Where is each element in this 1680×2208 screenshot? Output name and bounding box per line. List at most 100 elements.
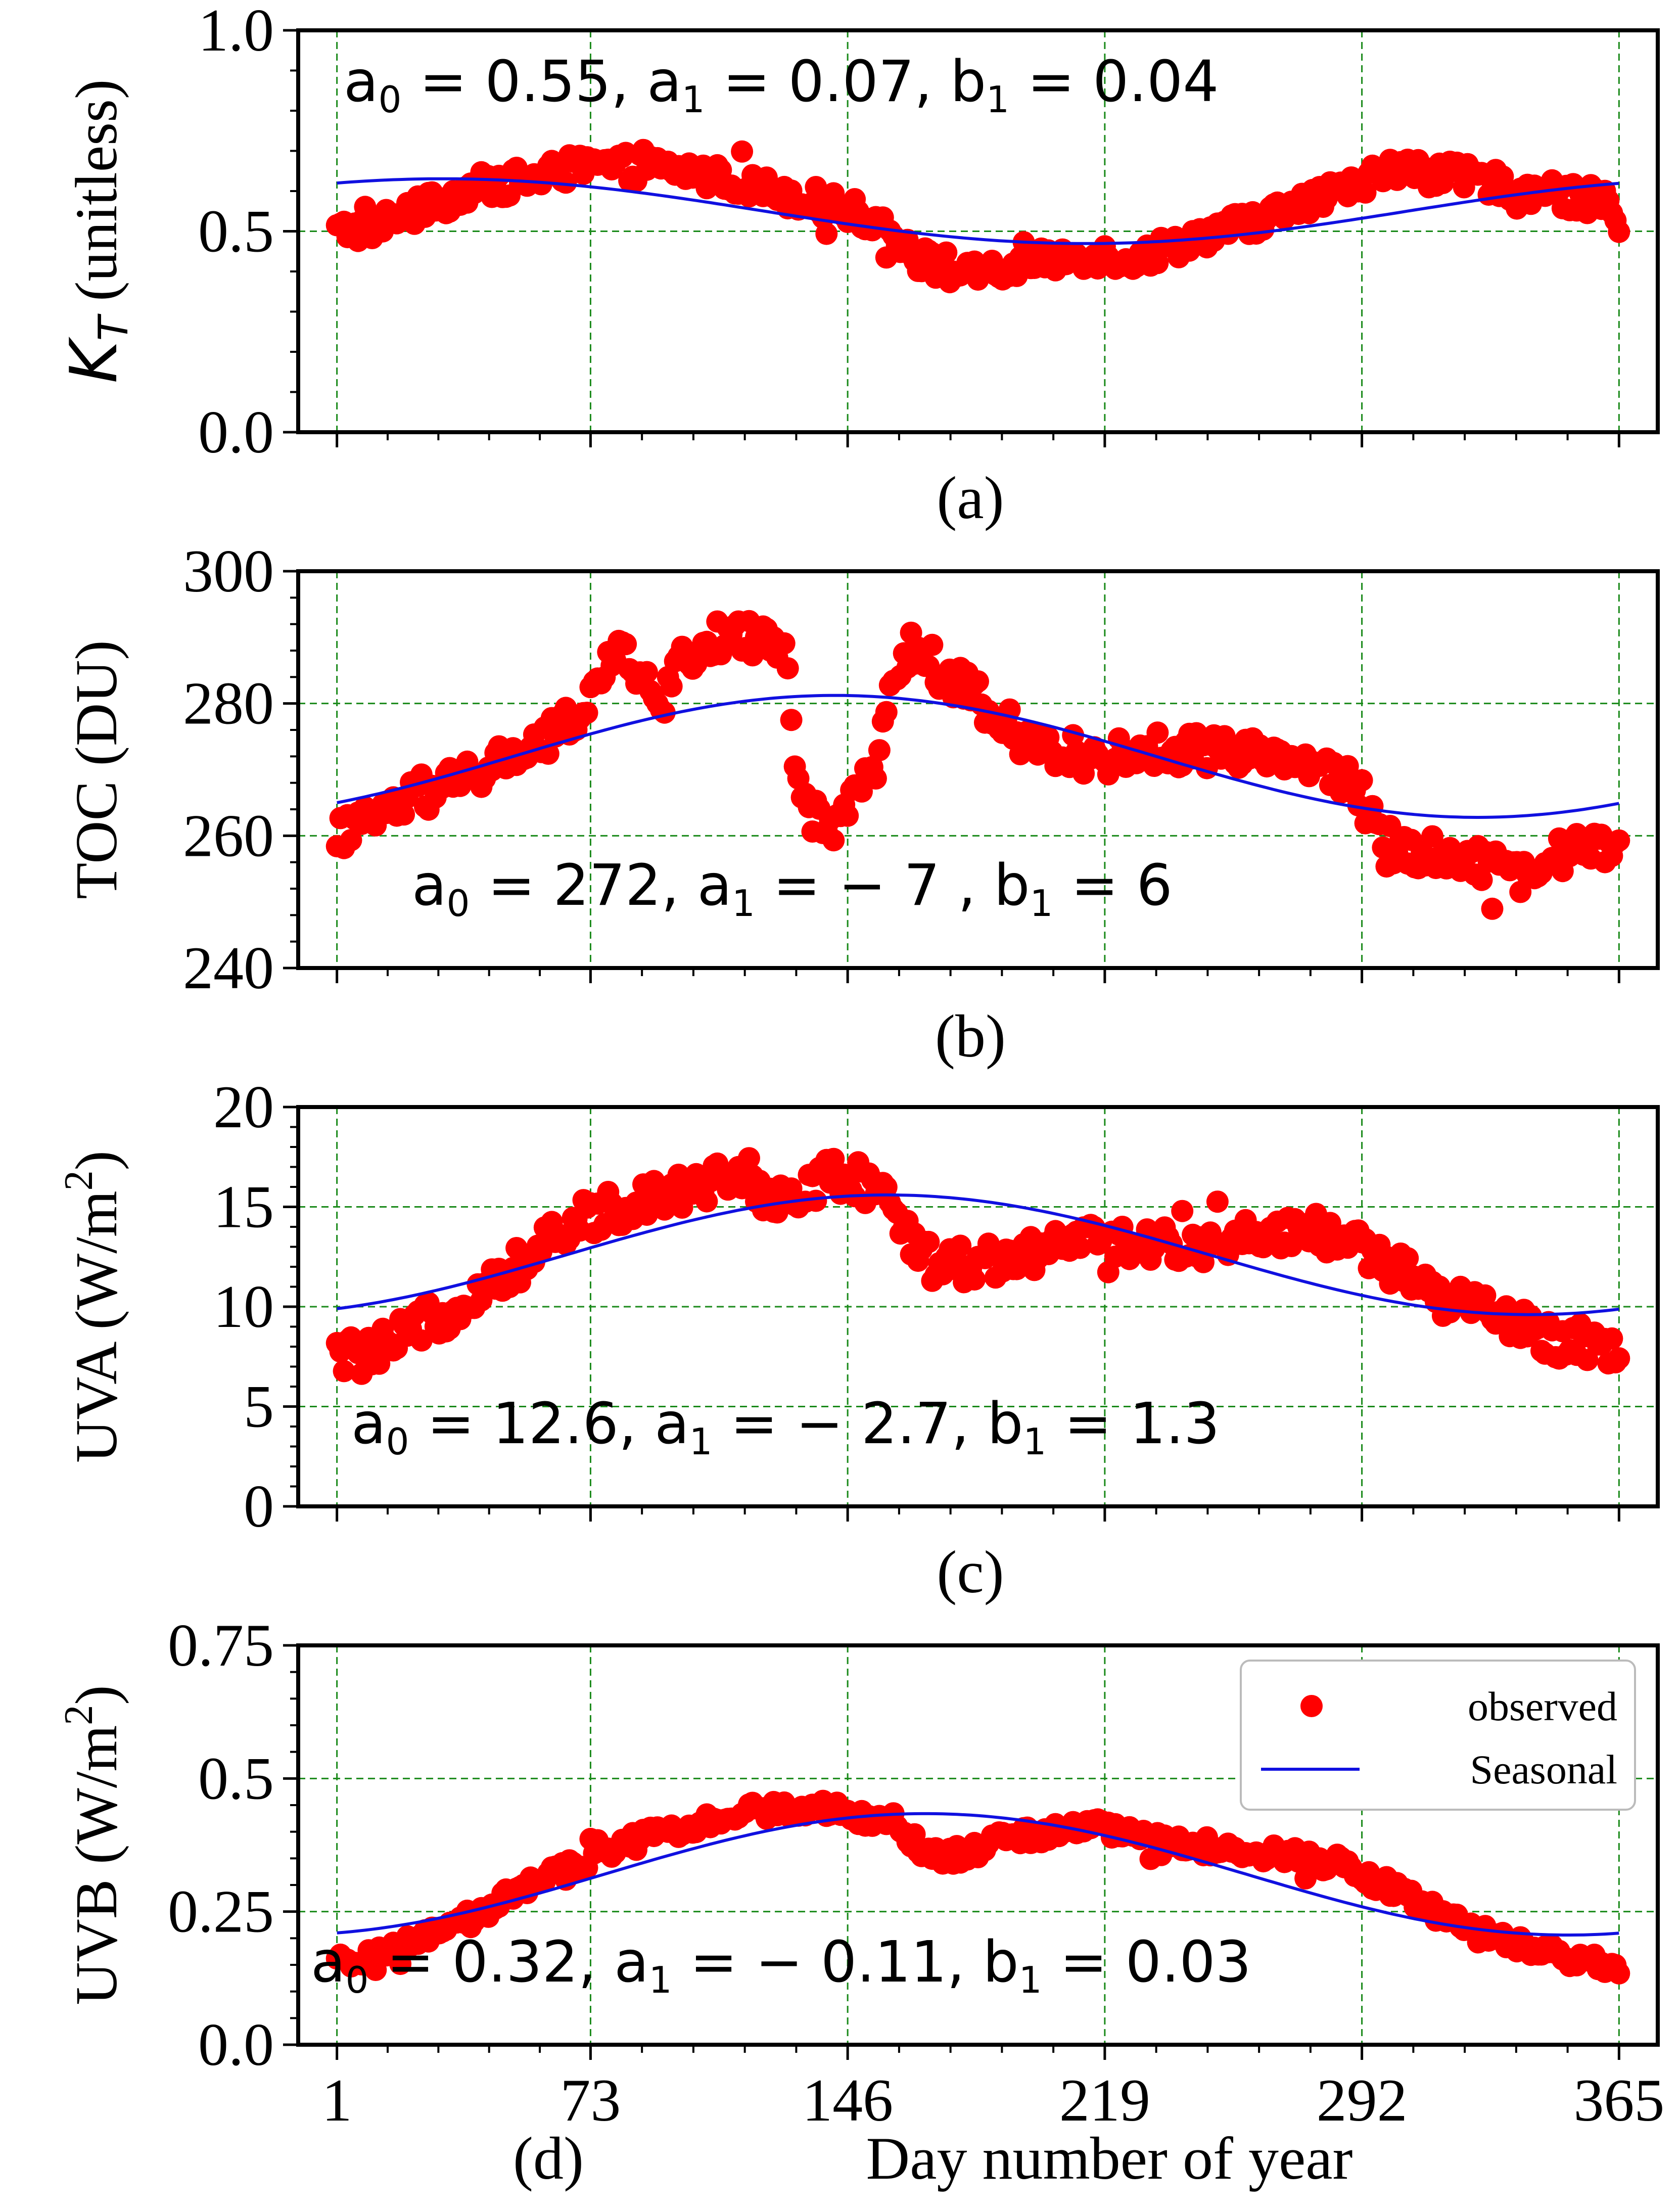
observed-point (1428, 1275, 1451, 1298)
observed-point (389, 1953, 412, 1975)
observed-point (836, 804, 859, 827)
coef-sub: 1 (986, 78, 1009, 121)
observed-point (695, 1190, 718, 1213)
x-tick-label: 146 (802, 2066, 893, 2134)
coef-sub: 0 (346, 1959, 369, 2001)
coef-sub: 0 (379, 78, 402, 121)
observed-point (1474, 1284, 1497, 1307)
observed-point (1206, 1190, 1229, 1213)
observed-points (325, 1147, 1630, 1385)
observed-point (949, 1234, 972, 1257)
seasonal-curve (337, 694, 1619, 819)
x-tick-label: 365 (1573, 2066, 1664, 2134)
observed-point (1171, 1200, 1194, 1222)
coef-a1-value: = − 2.7, b (713, 1391, 1023, 1457)
coef-sub: 1 (1030, 882, 1053, 925)
legend-box (1240, 1660, 1636, 1811)
y-tick-label: 280 (183, 670, 274, 737)
observed-point (393, 803, 415, 826)
y-label-superscript: 2 (57, 1705, 101, 1725)
observed-point (822, 829, 845, 852)
observed-point (1146, 252, 1169, 274)
observed-point (1217, 222, 1239, 245)
observed-point (815, 222, 838, 245)
y-axis-label: UVA (W/m2) (57, 1151, 129, 1463)
coef-sub: 0 (447, 882, 470, 925)
observed-point (410, 1329, 433, 1352)
coef-a0-value: = 12.6, a (409, 1391, 689, 1457)
observed-point (822, 1147, 845, 1170)
observed-point (967, 670, 989, 693)
observed-point (917, 1230, 940, 1253)
y-label-superscript: 2 (57, 1170, 101, 1190)
x-tick-label: 1 (322, 2066, 352, 2134)
y-label-text: UVB (W/m (63, 1725, 129, 2005)
y-label-close: ) (63, 1151, 129, 1170)
observed-point (660, 675, 683, 698)
observed-point (935, 241, 958, 264)
y-tick-label: 10 (213, 1273, 274, 1340)
y-tick-label: 0.5 (198, 198, 274, 265)
observed-point (875, 701, 898, 723)
coefficient-annotation: a0 = 272, a1 = − 7 , b1 = 6 (412, 853, 1173, 925)
y-tick-label: 0.0 (198, 2011, 274, 2078)
coef-sub: 1 (1023, 1420, 1046, 1463)
y-tick-label: 1.0 (198, 0, 274, 64)
observed-point (780, 709, 803, 731)
y-tick-label: 0.75 (168, 1612, 274, 1679)
panel-label: (a) (937, 464, 1004, 531)
observed-points (325, 610, 1630, 920)
observed-point (1396, 1247, 1419, 1270)
coef-sub: 1 (649, 1959, 672, 2001)
y-tick-label: 260 (183, 802, 274, 869)
observed-point (340, 829, 362, 851)
coef-a1-value: = − 0.11, b (672, 1929, 1019, 1995)
observed-point (1608, 1347, 1630, 1370)
observed-point (1608, 829, 1630, 852)
coef-sub: 1 (732, 882, 755, 925)
observed-point (1601, 1327, 1623, 1350)
coefficient-annotation: a0 = 0.55, a1 = 0.07, b1 = 0.04 (344, 49, 1219, 121)
coef-a1-value: = − 7 , b (755, 853, 1030, 918)
y-axis-label: KT (unitless) (57, 79, 137, 383)
observed-point (635, 661, 658, 683)
seasonal-curve (337, 1193, 1619, 1316)
observed-point (615, 633, 637, 656)
legend: observed Seasonal (1240, 1660, 1636, 1811)
y-tick-label: 5 (244, 1373, 274, 1440)
panel-label: (d) (513, 2125, 584, 2192)
observed-point (576, 702, 598, 724)
observed-point (921, 633, 944, 656)
coef-b1-value: = 1.3 (1046, 1391, 1220, 1457)
coef-a0-value: = 272, a (470, 853, 732, 918)
coef-sub: 1 (1019, 1959, 1042, 2001)
x-tick-label: 219 (1059, 2066, 1150, 2134)
seasonal-curve (337, 177, 1619, 245)
coef-sub: 1 (689, 1420, 713, 1463)
observed-point (1608, 220, 1630, 243)
panel-label: (c) (937, 1538, 1004, 1605)
seasonal-curve (337, 1812, 1619, 1937)
observed-point (368, 1352, 391, 1375)
coef-b1-value: = 6 (1053, 853, 1172, 918)
y-tick-label: 20 (213, 1073, 274, 1140)
y-axis-label: TOC (DU) (63, 640, 129, 899)
y-label-close: ) (63, 1685, 129, 1705)
observed-point (731, 140, 754, 163)
y-tick-label: 15 (213, 1173, 274, 1240)
observed-point (653, 701, 676, 724)
observed-point (864, 767, 887, 790)
observed-point (738, 1147, 760, 1170)
observed-point (1470, 868, 1493, 891)
coef-b1-value: = 0.03 (1042, 1929, 1251, 1995)
coef-a0-value: = 0.32, a (368, 1929, 648, 1995)
y-tick-label: 0.5 (198, 1744, 274, 1812)
observed-point (1421, 825, 1443, 848)
y-tick-label: 0.25 (168, 1878, 274, 1945)
coef-a: a (412, 853, 447, 918)
observed-point (1481, 897, 1504, 920)
